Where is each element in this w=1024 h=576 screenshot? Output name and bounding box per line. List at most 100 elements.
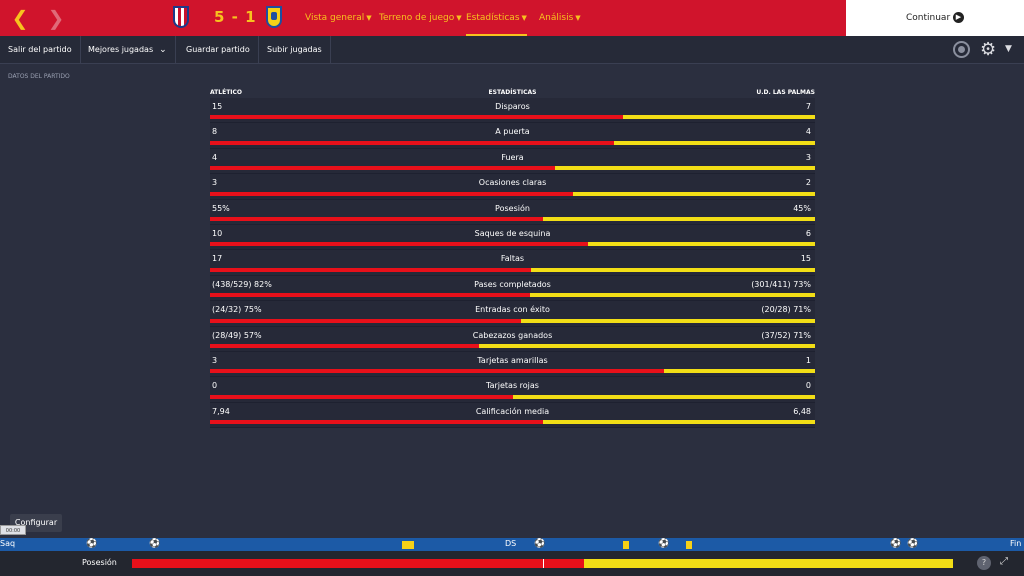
stat-comparison-bar	[210, 242, 815, 247]
stat-row: 17 Faltas 15	[210, 250, 815, 276]
stat-away-value: 0	[805, 381, 811, 391]
stat-name: Faltas	[500, 254, 525, 264]
stat-comparison-bar	[210, 140, 815, 145]
timeline-mid-label: DS	[505, 539, 517, 548]
highlights-button[interactable]: Mejores jugadas ⌄	[80, 36, 176, 64]
stat-away-value: 15	[800, 254, 811, 264]
stat-away-value: 1	[805, 355, 811, 365]
yellow-card-icon[interactable]	[402, 541, 408, 549]
stat-row: 4 Fuera 3	[210, 148, 815, 175]
stat-home-value: 7,94	[212, 406, 230, 416]
stat-comparison-bar	[210, 369, 815, 374]
match-timeline[interactable]: Saq ⚽ ⚽ DS ⚽ ⚽ ⚽ ⚽ Fin	[0, 538, 1024, 551]
section-title: DATOS DEL PARTIDO	[8, 73, 70, 80]
stat-home-value: 15	[212, 102, 223, 111]
stat-home-value: (28/49) 57%	[212, 330, 262, 340]
stat-comparison-bar	[210, 420, 815, 425]
goal-ball-icon[interactable]: ⚽	[86, 539, 98, 549]
stat-row: 7,94 Calificación media 6,48	[210, 402, 815, 429]
stat-away-value: 6,48	[793, 406, 811, 416]
las-palmas-crest-icon[interactable]	[266, 6, 282, 28]
stat-row: 15 Disparos 7	[210, 98, 815, 124]
stat-home-value: 3	[212, 178, 218, 188]
atletico-crest-icon[interactable]	[173, 6, 189, 28]
continue-button[interactable]: Continuar ▶	[846, 0, 1024, 36]
stat-row: (24/32) 75% Entradas con éxito (20/28) 71%	[210, 301, 815, 327]
stat-row: 0 Tarjetas rojas 0	[210, 377, 815, 403]
stat-comparison-bar	[210, 293, 815, 298]
stat-row: 8 A puerta 4	[210, 123, 815, 149]
stat-comparison-bar	[210, 191, 815, 196]
goal-ball-icon[interactable]: ⚽	[907, 539, 919, 549]
possession-bar-panel: Posesión	[0, 551, 1024, 576]
stat-name: Fuera	[501, 152, 524, 162]
menu-terreno-de-juego[interactable]: Terreno de juego ▼	[379, 13, 462, 23]
menu-analisis[interactable]: Análisis ▼	[539, 13, 581, 23]
match-clock: 00:00	[0, 525, 26, 535]
save-match-button[interactable]: Guardar partido	[178, 36, 259, 64]
expand-icon[interactable]: ⤢	[1000, 556, 1008, 567]
stat-home-fill	[210, 267, 532, 272]
stat-away-value: 3	[805, 152, 811, 162]
stat-home-fill	[210, 293, 531, 298]
stat-away-value: 4	[805, 127, 811, 137]
gear-icon[interactable]: ⚙	[980, 39, 997, 60]
stat-comparison-bar	[210, 267, 815, 272]
stat-name: Disparos	[495, 102, 530, 111]
stat-home-fill	[210, 166, 556, 171]
chevron-down-icon: ▼	[456, 14, 462, 22]
stat-home-fill	[210, 343, 480, 348]
stat-name: Cabezazos ganados	[472, 330, 553, 340]
chevron-down-icon: ▼	[521, 14, 527, 22]
yellow-card-icon[interactable]	[408, 541, 414, 549]
stat-comparison-bar	[210, 166, 815, 171]
goal-ball-icon[interactable]: ⚽	[658, 539, 670, 549]
stat-home-fill	[210, 318, 521, 323]
goal-ball-icon[interactable]: ⚽	[149, 539, 161, 549]
forward-chevron-icon[interactable]: ❯	[47, 6, 65, 30]
stat-home-fill	[210, 115, 623, 120]
yellow-card-icon[interactable]	[623, 541, 629, 549]
back-chevron-icon[interactable]: ❮	[11, 6, 29, 30]
stat-comparison-bar	[210, 343, 815, 348]
stat-row: 10 Saques de esquina 6	[210, 224, 815, 251]
stats-header: ATLÉTICO ESTADÍSTICAS U.D. LAS PALMAS	[210, 86, 815, 98]
chevron-down-icon: ⌄	[159, 45, 167, 55]
yellow-card-icon[interactable]	[686, 541, 692, 549]
exit-match-button[interactable]: Salir del partido	[0, 36, 81, 64]
stat-home-fill	[210, 242, 589, 247]
stat-away-value: (301/411) 73%	[751, 279, 811, 289]
goal-ball-icon[interactable]: ⚽	[534, 539, 546, 549]
goal-ball-icon[interactable]: ⚽	[890, 539, 902, 549]
stat-home-value: 10	[212, 228, 223, 238]
arrow-right-icon: ▶	[953, 12, 964, 23]
possession-label: Posesión	[82, 558, 117, 567]
stat-home-fill	[210, 420, 544, 425]
stat-home-fill	[210, 191, 573, 196]
stat-home-value: (24/32) 75%	[212, 305, 262, 315]
stat-name: A puerta	[495, 127, 530, 137]
stat-row: 3 Tarjetas amarillas 1	[210, 351, 815, 378]
upload-highlights-button[interactable]: Subir jugadas	[259, 36, 331, 64]
stat-home-value: 0	[212, 381, 218, 391]
timeline-start-label: Saq	[0, 539, 16, 548]
stat-home-value: 3	[212, 355, 218, 365]
stat-name: Ocasiones claras	[478, 178, 547, 188]
stat-comparison-bar	[210, 394, 815, 399]
stat-comparison-bar	[210, 216, 815, 221]
possession-midline	[542, 559, 544, 568]
stat-row: (28/49) 57% Cabezazos ganados (37/52) 71%	[210, 326, 815, 352]
menu-estadisticas[interactable]: Estadísticas ▼	[466, 0, 527, 36]
stat-name: Saques de esquina	[474, 228, 551, 238]
help-icon[interactable]: ?	[977, 556, 991, 570]
record-icon[interactable]	[953, 41, 970, 58]
stat-away-value: 45%	[793, 203, 811, 213]
stat-home-fill	[210, 369, 664, 374]
stat-home-value: 8	[212, 127, 218, 137]
chevron-down-icon[interactable]: ▼	[1005, 44, 1012, 54]
stat-home-fill	[210, 216, 543, 221]
stat-away-value: 6	[805, 228, 811, 238]
stat-comparison-bar	[210, 115, 815, 120]
menu-vista-general[interactable]: Vista general ▼	[305, 13, 372, 23]
stat-home-fill	[210, 140, 614, 145]
